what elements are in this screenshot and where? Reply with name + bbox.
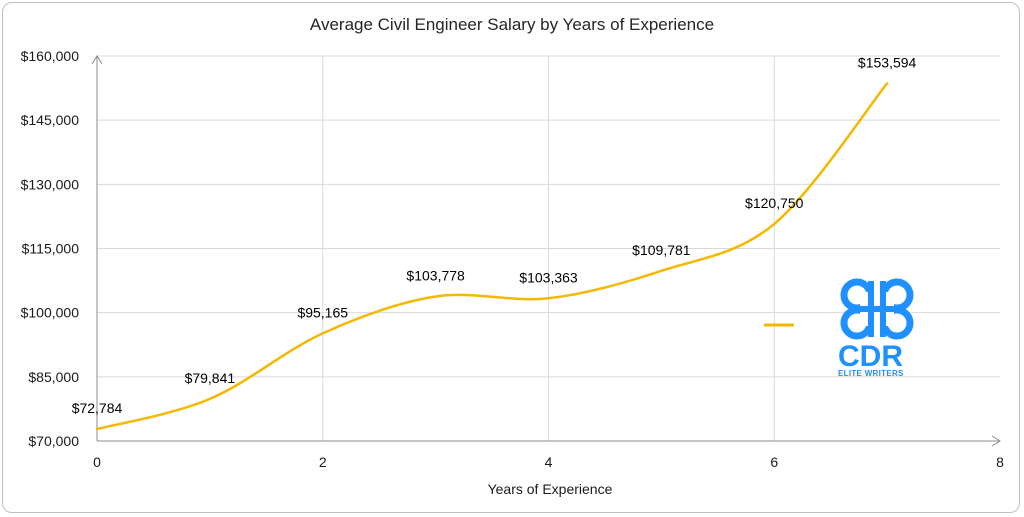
data-point (322, 332, 324, 334)
x-tick-label: 6 (770, 454, 778, 470)
cdr-logo-icon: CDR ELITE WRITERS (838, 278, 914, 378)
x-tick-label: 2 (319, 454, 327, 470)
x-tick-label: 4 (545, 454, 553, 470)
x-tick-label: 8 (996, 454, 1004, 470)
y-tick-label: $70,000 (28, 433, 79, 449)
data-labels: $72,784 $79,841 $95,165 $103,778 $103,363 $10… (72, 54, 917, 416)
data-label: $103,363 (519, 269, 578, 285)
data-point (96, 428, 98, 430)
y-tick-label: $115,000 (22, 241, 80, 257)
data-label: $79,841 (185, 370, 236, 386)
data-point (660, 270, 662, 272)
y-tick-label: $145,000 (21, 112, 80, 128)
x-tick-labels: 0 2 4 6 8 (93, 454, 1004, 470)
x-tick-label: 0 (93, 454, 101, 470)
gridlines (97, 55, 1000, 441)
logo-text: CDR (838, 340, 903, 373)
data-label: $120,750 (745, 195, 804, 211)
x-axis-title: Years of Experience (488, 481, 613, 497)
data-point (435, 296, 437, 298)
data-point (548, 297, 549, 299)
data-point (773, 223, 775, 225)
data-point (886, 82, 888, 84)
data-label: $103,778 (406, 268, 465, 284)
data-label: $109,781 (632, 242, 691, 258)
y-tick-label: $100,000 (21, 305, 80, 321)
data-label: $95,165 (297, 304, 348, 320)
y-axis-arrow (91, 55, 103, 65)
series-group (95, 82, 889, 431)
x-axis-arrow (991, 435, 1001, 447)
data-point (209, 398, 211, 400)
axes (91, 55, 1001, 447)
data-label: $153,594 (858, 54, 917, 70)
data-label: $72,784 (72, 400, 123, 416)
chart-title: Average Civil Engineer Salary by Years o… (310, 15, 714, 34)
logo-subtext: ELITE WRITERS (838, 369, 904, 378)
y-tick-label: $160,000 (21, 48, 80, 64)
y-tick-labels: $70,000 $85,000 $100,000 $115,000 $130,000 $1… (21, 48, 80, 449)
y-tick-label: $130,000 (21, 176, 80, 192)
y-tick-label: $85,000 (28, 369, 79, 385)
